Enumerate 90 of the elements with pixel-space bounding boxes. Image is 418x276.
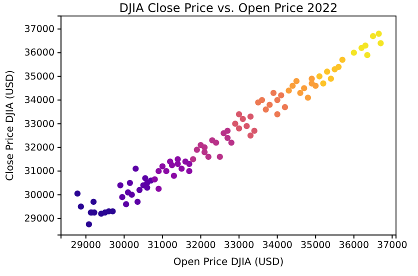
- point: [290, 82, 296, 89]
- point: [282, 104, 288, 110]
- point: [274, 96, 280, 104]
- y-tick-label: 36000: [24, 48, 54, 59]
- point: [378, 40, 384, 46]
- point: [236, 125, 242, 132]
- point: [186, 168, 192, 174]
- point: [86, 221, 92, 228]
- point: [78, 204, 84, 210]
- x-axis-title: Open Price DJIA (USD): [173, 257, 284, 268]
- x-tick-label: 30000: [109, 240, 140, 252]
- point: [142, 175, 148, 182]
- chart-title: DJIA Close Price vs. Open Price 2022: [119, 1, 338, 15]
- y-axis-title: Close Price DJIA (USD): [5, 70, 16, 181]
- point: [236, 111, 242, 118]
- point: [376, 30, 382, 37]
- y-tick-label: 34000: [24, 95, 54, 106]
- point: [119, 194, 126, 200]
- point: [339, 56, 346, 63]
- point: [350, 50, 357, 56]
- point: [194, 146, 200, 153]
- point: [328, 76, 334, 82]
- point: [312, 82, 319, 89]
- y-tick-label: 32000: [24, 142, 54, 154]
- point: [247, 132, 254, 139]
- point: [270, 90, 277, 96]
- point: [228, 140, 234, 146]
- point: [212, 140, 220, 146]
- point: [224, 134, 231, 142]
- point: [156, 186, 162, 192]
- point: [152, 176, 158, 182]
- point: [170, 172, 178, 179]
- x-tick-label: 29000: [70, 240, 102, 252]
- point: [186, 160, 192, 168]
- point: [201, 149, 208, 156]
- y-tick-label: 29000: [24, 213, 54, 224]
- x-tick-label: 32000: [186, 240, 216, 252]
- point: [134, 198, 141, 205]
- x-tick-label: 33000: [224, 240, 254, 252]
- point: [190, 156, 196, 162]
- point: [301, 85, 308, 92]
- point: [216, 154, 223, 160]
- point: [156, 168, 162, 174]
- point: [297, 90, 304, 96]
- point: [278, 92, 284, 98]
- point: [362, 42, 368, 49]
- point: [122, 201, 130, 208]
- point: [258, 96, 266, 104]
- point: [364, 52, 370, 58]
- point: [168, 162, 176, 168]
- point: [324, 68, 330, 75]
- point: [178, 166, 185, 172]
- point: [247, 114, 254, 120]
- point: [224, 128, 231, 134]
- point: [370, 33, 376, 40]
- point: [293, 78, 300, 84]
- point: [163, 168, 170, 174]
- point: [132, 166, 139, 172]
- point: [251, 128, 258, 134]
- point: [128, 192, 135, 198]
- point: [74, 190, 81, 197]
- point: [174, 156, 181, 162]
- point: [240, 116, 246, 122]
- point: [244, 123, 250, 130]
- point: [144, 184, 150, 191]
- y-tick-label: 35000: [24, 71, 54, 82]
- point: [320, 80, 326, 87]
- y-tick-label: 37000: [24, 24, 54, 36]
- y-tick-label: 33000: [24, 118, 54, 130]
- point: [266, 102, 273, 108]
- point: [232, 120, 238, 127]
- point: [159, 163, 166, 170]
- point: [126, 180, 134, 186]
- point: [316, 73, 323, 80]
- y-tick-label: 31000: [24, 166, 54, 178]
- point: [117, 182, 124, 188]
- x-tick-label: 35000: [300, 240, 331, 252]
- point: [136, 186, 143, 194]
- y-tick-label: 30000: [24, 190, 54, 201]
- x-tick-label: 34000: [262, 240, 292, 252]
- point: [262, 106, 269, 113]
- point: [286, 87, 292, 94]
- x-tick-label: 31000: [147, 240, 178, 252]
- x-tick-label: 37000: [377, 240, 408, 252]
- x-tick-label: 36000: [338, 240, 370, 252]
- point: [335, 64, 342, 70]
- point: [90, 198, 97, 205]
- point: [304, 94, 312, 101]
- point: [274, 111, 280, 118]
- point: [205, 154, 212, 160]
